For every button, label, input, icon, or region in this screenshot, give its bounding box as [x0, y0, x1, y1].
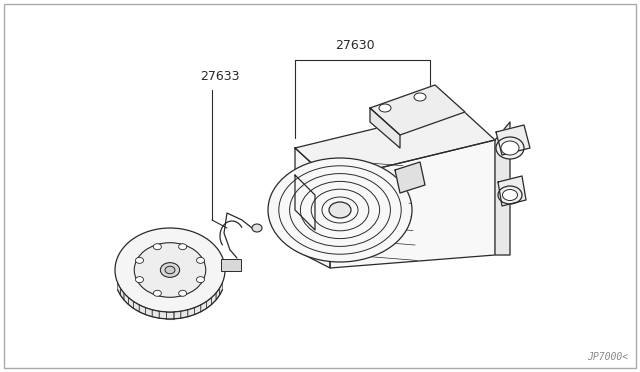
Ellipse shape	[154, 290, 161, 296]
Polygon shape	[133, 301, 139, 312]
Ellipse shape	[154, 244, 161, 250]
FancyBboxPatch shape	[221, 259, 241, 271]
Polygon shape	[118, 283, 120, 295]
Ellipse shape	[501, 141, 519, 155]
Polygon shape	[498, 176, 526, 206]
Polygon shape	[295, 175, 315, 230]
Ellipse shape	[136, 257, 143, 263]
Polygon shape	[181, 310, 188, 318]
Ellipse shape	[179, 290, 187, 296]
Ellipse shape	[502, 189, 518, 201]
Ellipse shape	[179, 244, 187, 250]
Polygon shape	[124, 293, 129, 304]
Polygon shape	[201, 301, 207, 312]
Ellipse shape	[414, 93, 426, 101]
Polygon shape	[166, 312, 173, 319]
Text: 27633: 27633	[200, 70, 239, 83]
Polygon shape	[220, 283, 222, 295]
Text: JP7000<: JP7000<	[587, 352, 628, 362]
Polygon shape	[370, 108, 400, 148]
Polygon shape	[152, 310, 159, 318]
Ellipse shape	[136, 277, 143, 283]
Polygon shape	[330, 140, 495, 268]
Ellipse shape	[115, 228, 225, 312]
Polygon shape	[207, 297, 212, 308]
Polygon shape	[139, 305, 145, 315]
Ellipse shape	[161, 263, 180, 278]
Ellipse shape	[496, 137, 524, 159]
Polygon shape	[295, 108, 495, 180]
Polygon shape	[145, 308, 152, 317]
Polygon shape	[370, 85, 465, 135]
Polygon shape	[195, 305, 201, 315]
Ellipse shape	[252, 224, 262, 232]
Ellipse shape	[165, 266, 175, 274]
Ellipse shape	[329, 202, 351, 218]
Polygon shape	[129, 297, 133, 308]
Polygon shape	[496, 125, 530, 155]
Ellipse shape	[134, 243, 205, 297]
Ellipse shape	[498, 186, 522, 204]
Text: 27630: 27630	[335, 39, 375, 52]
Polygon shape	[216, 288, 220, 300]
Polygon shape	[188, 308, 195, 317]
Polygon shape	[212, 293, 216, 304]
Ellipse shape	[196, 257, 205, 263]
Ellipse shape	[196, 277, 205, 283]
Ellipse shape	[268, 158, 412, 262]
Polygon shape	[120, 288, 124, 300]
Ellipse shape	[379, 104, 391, 112]
Polygon shape	[159, 311, 166, 319]
Polygon shape	[495, 122, 510, 255]
Polygon shape	[395, 162, 425, 193]
Polygon shape	[295, 148, 330, 268]
Polygon shape	[173, 311, 181, 319]
